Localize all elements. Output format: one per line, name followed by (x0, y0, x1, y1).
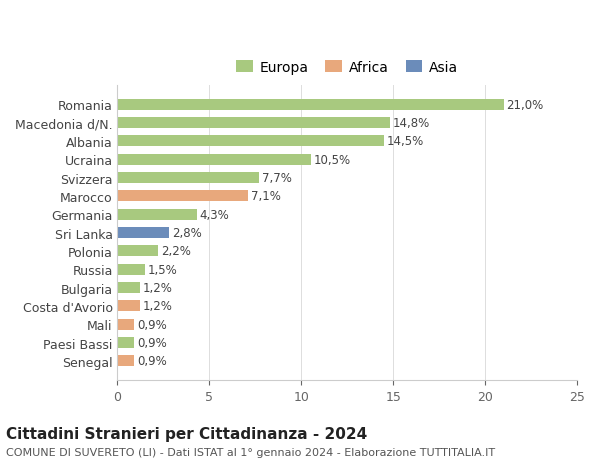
Bar (118, 118, 389, 129)
Text: COMUNE DI SUVERETO (LI) - Dati ISTAT al 1° gennaio 2024 - Elaborazione TUTTITALI: COMUNE DI SUVERETO (LI) - Dati ISTAT al … (6, 447, 495, 457)
Text: 0,9%: 0,9% (137, 336, 167, 349)
Bar (118, 136, 384, 147)
Bar (118, 264, 145, 275)
Bar (118, 282, 140, 293)
Legend: Europa, Africa, Asia: Europa, Africa, Asia (230, 55, 464, 80)
Text: 1,2%: 1,2% (142, 300, 172, 313)
Text: 10,5%: 10,5% (313, 153, 350, 166)
Bar (118, 301, 140, 312)
Bar (118, 191, 248, 202)
Bar (118, 319, 134, 330)
Bar (118, 100, 503, 111)
Bar (118, 228, 169, 239)
Bar (118, 154, 311, 165)
Text: 2,8%: 2,8% (172, 227, 202, 240)
Text: 7,7%: 7,7% (262, 172, 292, 185)
Bar (118, 209, 197, 220)
Bar (118, 246, 158, 257)
Bar (118, 356, 134, 367)
Text: 1,5%: 1,5% (148, 263, 178, 276)
Bar (118, 173, 259, 184)
Text: 14,5%: 14,5% (387, 135, 424, 148)
Text: 21,0%: 21,0% (506, 99, 544, 112)
Text: 2,2%: 2,2% (161, 245, 191, 258)
Text: 4,3%: 4,3% (199, 208, 229, 221)
Text: 0,9%: 0,9% (137, 355, 167, 368)
Bar (118, 337, 134, 348)
Text: 7,1%: 7,1% (251, 190, 281, 203)
Text: 1,2%: 1,2% (142, 281, 172, 295)
Text: 0,9%: 0,9% (137, 318, 167, 331)
Text: Cittadini Stranieri per Cittadinanza - 2024: Cittadini Stranieri per Cittadinanza - 2… (6, 425, 367, 441)
Text: 14,8%: 14,8% (392, 117, 430, 130)
